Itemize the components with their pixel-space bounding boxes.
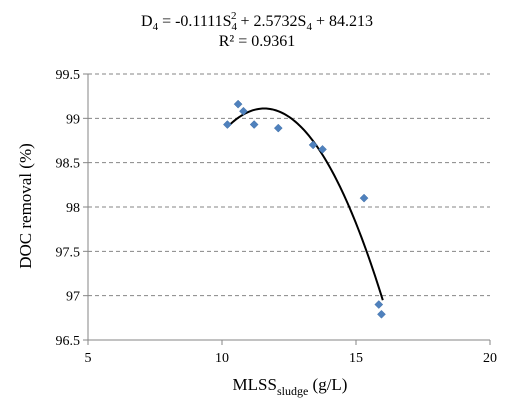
equation-superscript: 2 <box>231 10 237 22</box>
y-axis-title: DOC removal (%) <box>16 143 35 269</box>
data-point <box>233 99 243 109</box>
data-point <box>308 140 318 150</box>
x-tick-labels: 5 10 15 20 <box>85 351 498 366</box>
data-point <box>318 145 327 154</box>
data-point <box>239 106 248 116</box>
gridlines <box>88 73 490 297</box>
data-point <box>359 193 369 203</box>
x-tick-label: 5 <box>85 351 92 366</box>
y-tick-label: 99 <box>66 112 80 127</box>
x-axis-title: MLSSsludge (g/L) <box>233 375 348 398</box>
trendline-equation: D4 = -0.1111S42 + 2.5732S4 + 84.213 <box>141 10 373 33</box>
y-tick-label: 97 <box>66 290 80 305</box>
trendline <box>226 107 384 301</box>
trendline-layer <box>226 107 384 301</box>
equation-part-2: + 2.5732S <box>237 13 307 30</box>
equation-d: D <box>141 13 153 30</box>
data-point <box>374 300 384 309</box>
x-tick-label: 15 <box>349 351 363 366</box>
data-point <box>377 309 386 319</box>
axes <box>83 73 491 345</box>
y-tick-label: 98.5 <box>56 157 81 172</box>
y-tick-label: 99.5 <box>56 68 81 83</box>
data-point <box>273 123 283 133</box>
equation-s1-subscript: 4 <box>232 21 238 33</box>
equation-d-subscript: 4 <box>153 21 159 33</box>
x-tick-label: 10 <box>215 351 229 366</box>
equation-s2-subscript: 4 <box>306 21 312 33</box>
x-axis-title-main: MLSS <box>233 375 277 394</box>
x-axis-title-unit: (g/L) <box>308 375 347 394</box>
r-squared-label: R² = 0.9361 <box>219 33 296 50</box>
y-tick-label: 97.5 <box>56 245 81 260</box>
equation-tail: + 84.213 <box>312 13 373 30</box>
data-point <box>223 120 232 129</box>
x-axis-title-subscript: sludge <box>277 384 308 398</box>
y-tick-label: 96.5 <box>56 334 81 349</box>
y-tick-labels: 96.5 97 97.5 98 98.5 99 99.5 <box>56 68 81 349</box>
data-point <box>249 120 259 129</box>
y-tick-label: 98 <box>66 201 80 216</box>
data-points <box>223 99 386 319</box>
x-tick-label: 20 <box>483 351 497 366</box>
equation-part-1: = -0.1111S <box>158 13 231 30</box>
